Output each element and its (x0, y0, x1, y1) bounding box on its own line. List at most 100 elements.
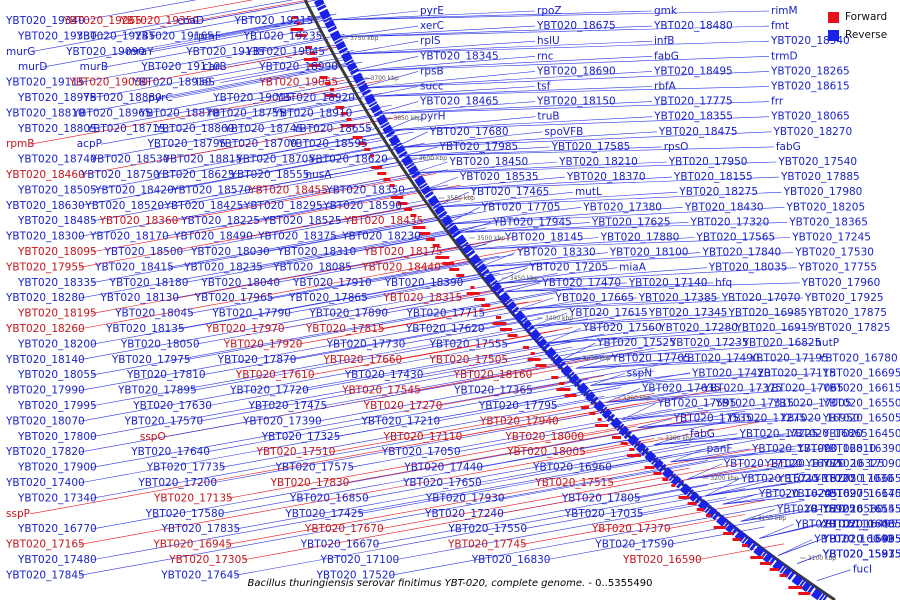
inner-label-leader (499, 460, 708, 499)
forward-gene-block (564, 394, 577, 397)
outer-label-leader (480, 252, 608, 267)
outer-label-leader (590, 373, 821, 386)
inner-label-leader (358, 446, 727, 515)
outer-label-leader (468, 237, 599, 250)
inner-gene-label: YBT020_17370 (591, 523, 671, 535)
inner-gene-label: YBT020_18860 (155, 123, 235, 135)
inner-gene-label: murG (6, 46, 35, 58)
forward-gene-block (620, 442, 628, 445)
inner-gene-label: YBT020_18520 (84, 200, 164, 212)
outer-label-leader (403, 146, 438, 157)
outer-gene-label: YBT020_16985 (728, 307, 808, 319)
outer-gene-label: YBT020_17465 (470, 186, 550, 198)
inner-label-leader (214, 44, 337, 68)
outer-gene-label: miaA (619, 262, 647, 274)
outer-label-leader (687, 463, 821, 480)
inner-label-leader (290, 311, 558, 361)
outer-gene-label: YBT020_17245 (791, 232, 871, 244)
inner-gene-label: YBT020_18590 (322, 200, 402, 212)
inner-label-leader (91, 313, 605, 407)
outer-gene-label: YBT020_17195 (749, 352, 829, 364)
inner-label-leader (173, 238, 500, 299)
inner-gene-label: YBT020_17670 (304, 523, 384, 535)
inner-label-leader (79, 247, 528, 330)
inner-gene-label: YBT020_18280 (5, 292, 85, 304)
inner-label-leader (158, 157, 425, 207)
forward-gene-block (653, 472, 662, 475)
inner-gene-label: YBT020_17820 (5, 446, 85, 458)
inner-gene-label: YBT020_17200 (137, 477, 217, 489)
outer-label-leader (740, 509, 821, 522)
outer-label-leader (687, 463, 804, 480)
outer-label-leader (637, 418, 821, 428)
forward-gene-block (466, 292, 480, 295)
outer-gene-label: YBT020_16640 (822, 488, 900, 500)
outer-label-leader (561, 342, 668, 361)
inner-label-leader (191, 318, 589, 391)
inner-label-leader (259, 38, 329, 53)
inner-label-leader (234, 472, 805, 576)
inner-gene-label: YBT020_18555 (230, 169, 310, 181)
forward-gene-block (662, 478, 669, 481)
forward-gene-block (530, 352, 535, 355)
forward-gene-block (383, 178, 391, 181)
inner-gene-label: YBT020_17510 (256, 446, 336, 458)
outer-gene-label: YBT020_17385 (638, 292, 718, 304)
inner-label-leader (79, 195, 474, 268)
inner-gene-label: YBT020_18005 (506, 446, 586, 458)
outer-gene-label: YBT020_17345 (648, 307, 728, 319)
inner-label-leader (578, 425, 638, 438)
inner-label-leader (168, 211, 474, 268)
outer-label-leader (621, 403, 771, 420)
outer-label-leader (740, 509, 803, 522)
outer-label-leader (605, 388, 702, 403)
outer-gene-label: YBT020_16580 (804, 503, 884, 515)
kbp-tick-label: 3500 kbp (477, 235, 505, 242)
inner-label-leader (476, 443, 690, 484)
forward-gene-block (713, 526, 726, 529)
inner-gene-label: YBT020_17845 (5, 569, 85, 581)
inner-gene-label: YBT020_17135 (153, 492, 233, 504)
inner-gene-label: YBT020_17240 (424, 508, 504, 520)
inner-gene-label: YBT020_18490 (173, 231, 253, 243)
inner-gene-label: YBT020_17555 (428, 338, 508, 350)
inner-gene-label: YBT020_18130 (99, 292, 179, 304)
inner-gene-label: YBT020_19110 (140, 61, 220, 73)
outer-gene-label: YBT020_18450 (448, 156, 528, 168)
outer-gene-label: YBT020_18615 (770, 81, 850, 93)
outer-label-leader (480, 252, 701, 267)
inner-gene-label: YBT020_17165 (5, 539, 85, 551)
inner-gene-label: YBT020_18930 (132, 77, 212, 89)
inner-gene-label: acpP (77, 138, 102, 150)
outer-gene-label: YBT020_16615 (822, 383, 900, 395)
outer-gene-label: YBT020_16175 (822, 488, 900, 500)
forward-gene-block (309, 52, 315, 55)
inner-gene-label: YBT020_17920 (223, 338, 303, 350)
outer-gene-label: YBT020_18150 (536, 96, 616, 108)
outer-gene-label: YBT020_15975 (822, 549, 900, 561)
outer-gene-label: YBT020_18475 (658, 126, 738, 138)
inner-gene-label: YBT020_17810 (126, 369, 206, 381)
inner-gene-label: YBT020_18460 (5, 169, 85, 181)
inner-gene-label: YBT020_17270 (363, 400, 443, 412)
inner-gene-label: YBT020_17100 (320, 554, 400, 566)
forward-gene-block (290, 28, 304, 31)
outer-gene-label: YBT020_18145 (504, 232, 584, 244)
inner-label-leader (247, 199, 449, 237)
outer-gene-label: YBT020_17680 (429, 126, 509, 138)
inner-gene-label: YBT020_18525 (262, 215, 342, 227)
outer-label-leader (329, 10, 536, 21)
inner-gene-label: YBT020_17900 (17, 462, 97, 474)
outer-label-leader (653, 433, 689, 446)
outer-label-leader (759, 524, 794, 539)
inner-label-leader (437, 247, 461, 253)
outer-gene-label: YBT020_18690 (536, 65, 616, 77)
outer-label-leader (605, 388, 764, 403)
inner-gene-label: YBT020_18135 (105, 323, 185, 335)
outer-label-leader (350, 56, 770, 72)
outer-label-leader (384, 116, 536, 131)
inner-label-leader (228, 102, 372, 130)
outer-gene-label: YBT020_16695 (822, 367, 900, 379)
outer-gene-label: YBT020_16405 (822, 534, 900, 546)
